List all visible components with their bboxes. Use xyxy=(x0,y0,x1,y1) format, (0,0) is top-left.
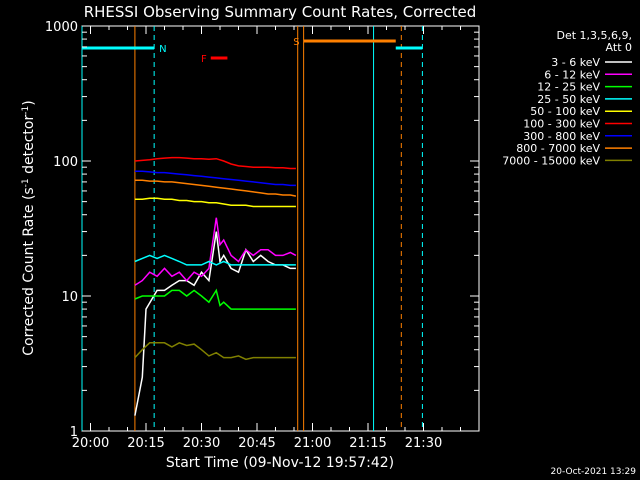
series-line xyxy=(134,217,297,286)
series-line xyxy=(134,341,296,361)
flag-label: F xyxy=(201,54,207,65)
series-line xyxy=(134,179,297,197)
legend-header: Att 0 xyxy=(606,41,632,54)
y-ticks: 1 10 100 1000 xyxy=(45,20,479,440)
legend-label: 3 - 6 keV xyxy=(551,56,600,69)
marker-lines xyxy=(81,26,423,431)
legend-label: 800 - 7000 keV xyxy=(516,142,600,155)
legend-label: 100 - 300 keV xyxy=(523,118,600,131)
legend-header: Det 1,3,5,6,9, xyxy=(556,29,632,42)
y-axis-label-part: -1 xyxy=(21,178,31,187)
series-line xyxy=(134,231,296,416)
x-ticks: 20:00 20:15 20:30 20:45 21:00 21:15 21:30 xyxy=(72,26,462,451)
legend-label: 6 - 12 keV xyxy=(544,68,600,81)
x-tick-label: 21:30 xyxy=(405,436,442,451)
plot-frame xyxy=(81,25,480,432)
chart-title: RHESSI Observing Summary Count Rates, Co… xyxy=(84,3,477,21)
x-tick-label: 20:45 xyxy=(238,436,275,451)
series-line xyxy=(134,254,296,266)
y-tick-label: 1000 xyxy=(45,20,78,35)
legend-label: 300 - 800 keV xyxy=(523,130,600,143)
y-axis-label-part: detector xyxy=(21,115,37,179)
x-axis-label: Start Time (09-Nov-12 19:57:42) xyxy=(166,455,394,471)
flag-bars: N F S xyxy=(82,37,423,65)
flag-label: N xyxy=(159,44,166,55)
footer-date: 20-Oct-2021 13:29 xyxy=(551,467,637,477)
x-tick-label: 21:00 xyxy=(294,436,331,451)
legend-label: 50 - 100 keV xyxy=(530,105,600,118)
x-tick-label: 20:30 xyxy=(183,436,220,451)
x-tick-label: 21:15 xyxy=(349,436,386,451)
series-line xyxy=(134,197,296,208)
y-tick-label: 1 xyxy=(70,425,78,440)
plot-area: NFS 20:00 20:15 20:30 20:45 21:00 21:15 21:30 … xyxy=(45,20,480,451)
y-axis-label: Corrected Count Rate (s-1 detector-1) xyxy=(21,100,37,355)
y-axis-label-part: -1 xyxy=(21,106,31,115)
y-axis-label-part: ) xyxy=(21,100,37,105)
series-line xyxy=(134,288,296,310)
y-tick-label: 100 xyxy=(53,155,78,170)
x-tick-label: 20:15 xyxy=(127,436,164,451)
legend-label: 25 - 50 keV xyxy=(537,93,600,106)
series-line xyxy=(134,156,296,170)
legend-label: 12 - 25 keV xyxy=(537,81,600,94)
y-axis-label-part: Corrected Count Rate (s xyxy=(21,187,37,355)
y-tick-label: 10 xyxy=(61,290,78,305)
legend-label: 7000 - 15000 keV xyxy=(502,154,600,167)
flag-label: S xyxy=(293,37,299,48)
series-lines xyxy=(134,156,297,416)
series-line xyxy=(134,170,296,187)
x-tick-label: 20:00 xyxy=(72,436,109,451)
